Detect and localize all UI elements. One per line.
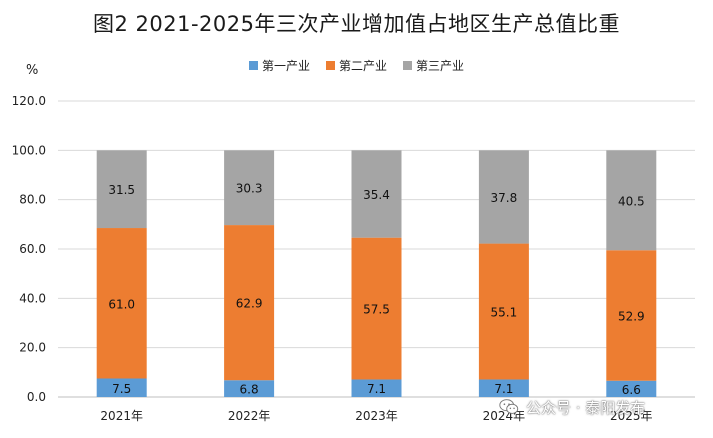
- legend-label: 第二产业: [338, 59, 387, 73]
- legend-item: 第一产业: [248, 57, 310, 74]
- y-tick-label: 20.0: [19, 341, 46, 355]
- data-label: 7.1: [494, 382, 513, 396]
- bar-segment: [96, 150, 147, 229]
- bar-segment: [606, 150, 657, 251]
- y-tick-label: 100.0: [12, 143, 46, 157]
- y-tick-label: 60.0: [19, 242, 46, 256]
- data-label: 61.0: [108, 297, 135, 311]
- legend: 第一产业 第二产业 第三产业: [0, 57, 713, 74]
- data-label: 37.8: [491, 191, 518, 205]
- bar-segment: [224, 380, 275, 397]
- data-label: 62.9: [236, 297, 263, 311]
- data-label: 31.5: [108, 183, 135, 197]
- watermark-text: 公众号 · 泰阳发布: [526, 398, 646, 417]
- data-label: 6.6: [622, 383, 641, 397]
- legend-swatch: [248, 61, 258, 70]
- chart-title: 图2 2021-2025年三次产业增加值占地区生产总值比重: [93, 12, 620, 36]
- data-label: 52.9: [618, 309, 645, 323]
- data-label: 30.3: [236, 182, 263, 196]
- legend-item: 第二产业: [325, 57, 387, 74]
- bar-segment: [351, 379, 402, 397]
- bar-segment: [224, 150, 275, 226]
- bar-segment: [606, 250, 657, 381]
- legend-label: 第一产业: [261, 59, 310, 73]
- y-tick-label: 80.0: [19, 193, 46, 207]
- data-label: 35.4: [363, 188, 390, 202]
- legend-item: 第三产业: [403, 57, 464, 74]
- data-label: 7.1: [367, 382, 386, 396]
- x-tick-label: 2022年: [228, 409, 271, 423]
- legend-swatch: [325, 61, 335, 70]
- x-tick-label: 2021年: [100, 409, 143, 423]
- data-label: 6.8: [240, 383, 259, 397]
- bar-segment: [351, 237, 402, 380]
- y-tick-label: 0.0: [27, 390, 46, 404]
- bar-segment: [96, 378, 147, 397]
- wechat-icon: [499, 399, 519, 414]
- y-axis-unit-label: %: [26, 63, 39, 78]
- data-label: 40.5: [618, 194, 645, 208]
- bar-segment: [224, 225, 275, 381]
- legend-swatch: [403, 61, 412, 70]
- bar-segment: [606, 380, 657, 397]
- bar-segment: [351, 150, 402, 238]
- bar-segment: [478, 379, 529, 397]
- data-label: 7.5: [112, 382, 131, 396]
- data-label: 55.1: [491, 306, 518, 320]
- y-tick-label: 120.0: [12, 94, 46, 108]
- x-tick-label: 2025年: [610, 409, 653, 423]
- y-tick-label: 40.0: [19, 291, 46, 305]
- watermark: 公众号 · 泰阳发布: [498, 396, 645, 418]
- x-tick-label: 2023年: [355, 409, 398, 423]
- legend-label: 第三产业: [416, 59, 465, 73]
- bar-segment: [96, 228, 147, 379]
- data-label: 57.5: [363, 303, 390, 317]
- bar-segment: [478, 243, 529, 380]
- bar-segment: [478, 150, 529, 244]
